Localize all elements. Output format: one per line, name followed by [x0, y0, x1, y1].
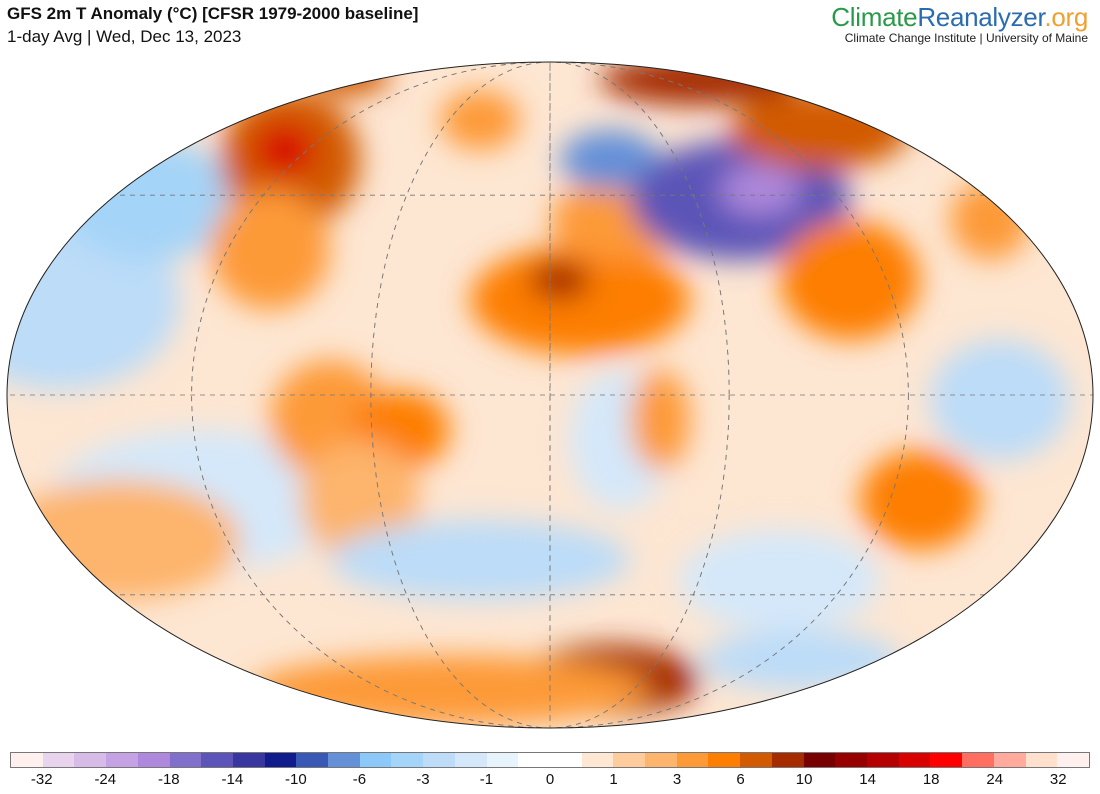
colorbar-segment — [803, 753, 836, 767]
map-title: GFS 2m T Anomaly (°C) [CFSR 1979-2000 ba… — [7, 4, 419, 23]
colorbar-segment — [201, 753, 233, 767]
colorbar-segment — [993, 753, 1026, 767]
colorbar-segment — [296, 753, 329, 767]
colorbar-segment — [613, 753, 646, 767]
colorbar-segment — [771, 753, 804, 767]
logo-part-reanalyzer: Reanalyzer — [917, 2, 1045, 32]
colorbar-segment — [137, 753, 170, 767]
anomaly-region — [930, 340, 1070, 460]
anomaly-region — [310, 62, 390, 95]
colorbar-segment — [232, 753, 265, 767]
logo-part-org: .org — [1044, 2, 1088, 32]
colorbar-label: 0 — [545, 771, 555, 788]
colorbar-segment — [866, 753, 899, 767]
colorbar-segment — [581, 753, 614, 767]
colorbar-label: -24 — [94, 771, 117, 788]
colorbar-segment — [549, 753, 582, 767]
colorbar-label: 10 — [795, 771, 813, 788]
colorbar-segment — [740, 753, 772, 767]
colorbar-label: 32 — [1049, 771, 1067, 788]
colorbar-label: 3 — [672, 771, 682, 788]
logo-part-climate: Climate — [831, 2, 918, 32]
anomaly-region — [700, 630, 900, 690]
colorbar-segment — [359, 753, 392, 767]
anomaly-region — [7, 480, 240, 600]
anomaly-region — [530, 260, 590, 300]
anomaly-region — [730, 90, 910, 170]
longitude-line — [191, 62, 909, 728]
colorbar-label: -32 — [30, 771, 53, 788]
colorbar-label: 1 — [609, 771, 618, 788]
colorbar-segment — [74, 753, 107, 767]
map-border — [6, 61, 1094, 729]
colorbar-segment — [1057, 753, 1089, 767]
colorbar-segment — [264, 753, 297, 767]
colorbar-label: -10 — [285, 771, 307, 788]
longitude-line — [370, 62, 730, 728]
colorbar-segment — [423, 753, 455, 767]
colorbar-segment — [1025, 753, 1058, 767]
anomaly-region — [780, 220, 920, 340]
colorbar-segment — [708, 753, 741, 767]
anomaly-map — [6, 61, 1094, 729]
colorbar-segment — [42, 753, 75, 767]
colorbar-segment — [169, 753, 202, 767]
colorbar-segment — [676, 753, 709, 767]
anomaly-region — [255, 125, 315, 175]
colorbar-segment — [454, 753, 487, 767]
anomaly-region — [630, 370, 690, 470]
colorbar-segment — [835, 753, 867, 767]
colorbar-segment — [518, 753, 550, 767]
colorbar-segment — [486, 753, 519, 767]
anomaly-region — [210, 190, 330, 310]
anomaly-region — [860, 450, 980, 550]
colorbar-segment — [930, 753, 963, 767]
colorbar-segment — [391, 753, 424, 767]
map-subtitle: 1-day Avg | Wed, Dec 13, 2023 — [7, 27, 242, 46]
colorbar-label: 6 — [736, 771, 745, 788]
colorbar-label: -6 — [352, 771, 367, 788]
colorbar-label: 14 — [859, 771, 876, 788]
anomaly-region — [950, 180, 1030, 260]
colorbar-segment — [328, 753, 360, 767]
colorbar-label: 18 — [922, 771, 940, 788]
logo-tagline: Climate Change Institute | University of… — [844, 31, 1088, 45]
anomaly-region — [680, 530, 880, 630]
anomaly-region — [560, 130, 660, 190]
anomaly-region — [440, 90, 520, 150]
colorbar-segment — [106, 753, 138, 767]
colorbar-label: -18 — [157, 771, 180, 788]
colorbar-segment — [898, 753, 931, 767]
anomaly-region — [470, 245, 690, 355]
colorbar-segment — [645, 753, 677, 767]
colorbar-label: -3 — [416, 771, 430, 788]
colorbar-segment — [11, 753, 43, 767]
colorbar-label: 24 — [986, 771, 1004, 788]
colorbar-label: -14 — [221, 771, 244, 788]
anomaly-region — [330, 520, 630, 600]
colorbar-label: -1 — [479, 771, 494, 788]
anomaly-region — [720, 165, 800, 215]
colorbar-segment — [962, 753, 994, 767]
logo[interactable]: ClimateReanalyzer.org Climate Change Ins… — [831, 2, 1088, 45]
colorbar — [10, 752, 1090, 768]
